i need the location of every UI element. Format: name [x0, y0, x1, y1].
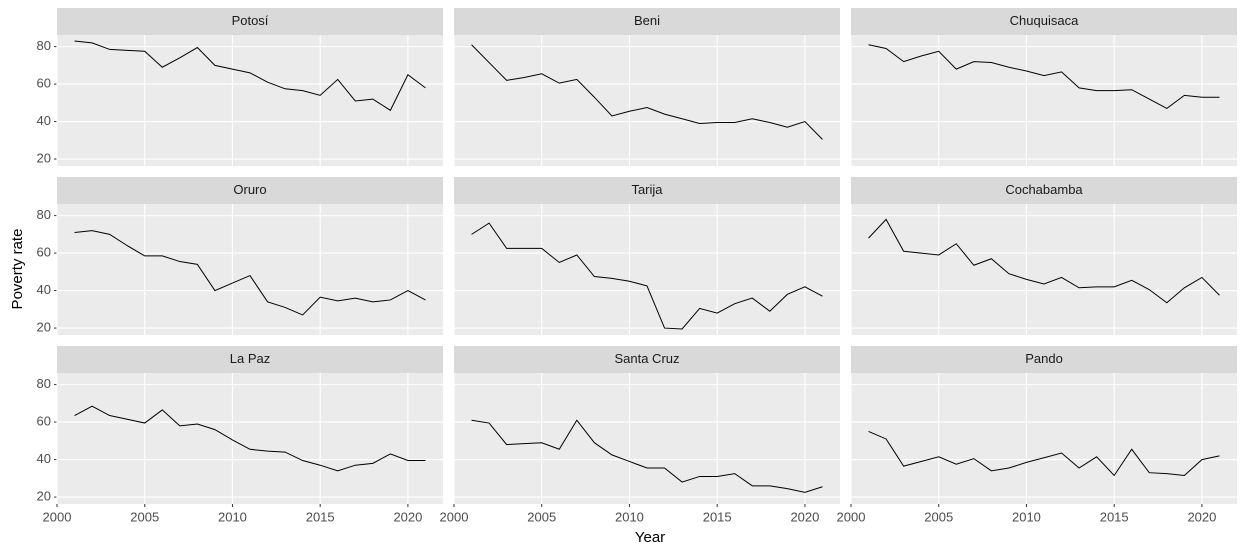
x-tick-label: 2000 [440, 509, 469, 524]
y-tick-label: 60 [37, 76, 51, 91]
x-tick-label: 2015 [1100, 509, 1129, 524]
x-tick-label: 2005 [924, 509, 953, 524]
strip [454, 8, 840, 35]
panel [851, 204, 1237, 335]
strip-text: Oruro [233, 182, 266, 197]
line [471, 419, 823, 493]
x-tick-label: 2005 [130, 509, 159, 524]
y-tick-label: 20 [37, 489, 51, 504]
y-tick-label: 40 [37, 451, 51, 466]
strip-text: Tarija [631, 182, 663, 197]
y-tick-label: 40 [37, 282, 51, 297]
strip [57, 346, 443, 373]
y-tick-label: 60 [37, 245, 51, 260]
x-tick-label: 2010 [218, 509, 247, 524]
x-tick-label: 2000 [837, 509, 866, 524]
x-tick-label: 2020 [1187, 509, 1216, 524]
line [868, 44, 1220, 110]
line [74, 40, 426, 112]
x-tick-label: 2015 [306, 509, 335, 524]
y-tick-label: 80 [37, 376, 51, 391]
x-tick-label: 2020 [393, 509, 422, 524]
x-tick-label: 2020 [790, 509, 819, 524]
panel [851, 373, 1237, 504]
line [868, 218, 1220, 304]
line [471, 222, 823, 330]
strip-text: La Paz [230, 351, 270, 366]
y-tick-label: 80 [37, 38, 51, 53]
panel [57, 35, 443, 166]
strip-text: Santa Cruz [614, 351, 679, 366]
x-tick-label: 2005 [527, 509, 556, 524]
strip [851, 177, 1237, 204]
panel [454, 204, 840, 335]
panel [851, 35, 1237, 166]
x-tick-label: 2015 [703, 509, 732, 524]
y-tick-label: 20 [37, 320, 51, 335]
line [471, 44, 823, 140]
y-axis-title: Poverty rate [9, 229, 26, 310]
strip [851, 346, 1237, 373]
strip-text: Cochabamba [1005, 182, 1083, 197]
y-tick-label: 40 [37, 113, 51, 128]
strip [57, 177, 443, 204]
y-tick-label: 20 [37, 151, 51, 166]
strip [454, 177, 840, 204]
strip-text: Beni [634, 13, 660, 28]
x-tick-label: 2000 [43, 509, 72, 524]
strip [57, 8, 443, 35]
x-axis-title: Year [635, 529, 665, 546]
strip-text: Pando [1025, 351, 1063, 366]
line [74, 405, 426, 472]
y-tick-label: 80 [37, 207, 51, 222]
panel [454, 35, 840, 166]
line [868, 431, 1220, 477]
line [74, 230, 426, 316]
panel [454, 373, 840, 504]
x-tick-label: 2010 [1012, 509, 1041, 524]
strip [454, 346, 840, 373]
y-tick-label: 60 [37, 414, 51, 429]
strip-text: Chuquisaca [1010, 13, 1079, 28]
strip-text: Potosí [232, 13, 269, 28]
x-tick-label: 2010 [615, 509, 644, 524]
panel [57, 373, 443, 504]
panel [57, 204, 443, 335]
strip [851, 8, 1237, 35]
